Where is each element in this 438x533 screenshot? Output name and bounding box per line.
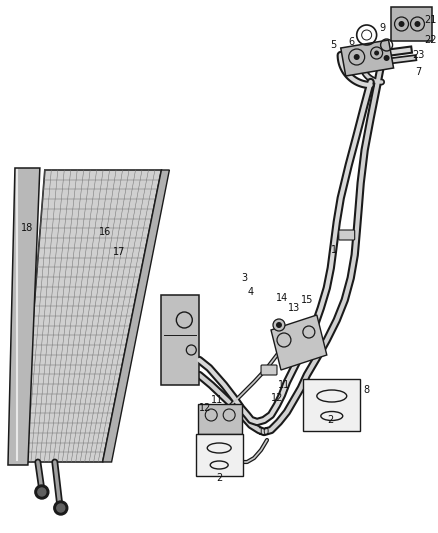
- Text: 2: 2: [216, 473, 223, 483]
- Circle shape: [54, 501, 68, 515]
- Text: 9: 9: [380, 23, 386, 33]
- Text: 12: 12: [271, 393, 283, 403]
- Circle shape: [276, 322, 282, 328]
- Text: 14: 14: [276, 293, 288, 303]
- FancyBboxPatch shape: [303, 379, 360, 431]
- Circle shape: [57, 504, 65, 512]
- Text: 11: 11: [278, 380, 290, 390]
- Text: 17: 17: [113, 247, 126, 257]
- FancyBboxPatch shape: [261, 365, 277, 375]
- Text: 2: 2: [328, 415, 334, 425]
- FancyBboxPatch shape: [196, 434, 243, 476]
- Circle shape: [273, 319, 285, 331]
- Circle shape: [35, 485, 49, 499]
- FancyBboxPatch shape: [391, 7, 432, 41]
- Circle shape: [374, 51, 379, 55]
- Text: 6: 6: [349, 37, 355, 47]
- Text: 22: 22: [424, 35, 437, 45]
- Text: 7: 7: [415, 67, 422, 77]
- Circle shape: [354, 54, 360, 60]
- Polygon shape: [271, 315, 327, 370]
- Text: 21: 21: [424, 15, 437, 25]
- Text: 13: 13: [288, 303, 300, 313]
- Text: 4: 4: [248, 287, 254, 297]
- Text: 3: 3: [241, 273, 247, 283]
- Text: 15: 15: [301, 295, 313, 305]
- Polygon shape: [22, 170, 162, 462]
- Text: 11: 11: [211, 395, 223, 405]
- FancyBboxPatch shape: [198, 404, 242, 434]
- Text: 18: 18: [21, 223, 33, 233]
- Text: 23: 23: [412, 50, 425, 60]
- Circle shape: [399, 21, 405, 27]
- FancyBboxPatch shape: [162, 295, 199, 385]
- Polygon shape: [8, 168, 40, 465]
- Text: 1: 1: [331, 245, 337, 255]
- Text: 10: 10: [258, 427, 270, 437]
- Circle shape: [384, 55, 389, 61]
- Text: 8: 8: [364, 385, 370, 395]
- Text: 16: 16: [99, 227, 111, 237]
- Polygon shape: [102, 170, 170, 462]
- Text: 12: 12: [199, 403, 212, 413]
- Text: 5: 5: [331, 40, 337, 50]
- Circle shape: [38, 488, 46, 496]
- Polygon shape: [341, 40, 394, 76]
- Circle shape: [414, 21, 420, 27]
- FancyBboxPatch shape: [339, 230, 355, 240]
